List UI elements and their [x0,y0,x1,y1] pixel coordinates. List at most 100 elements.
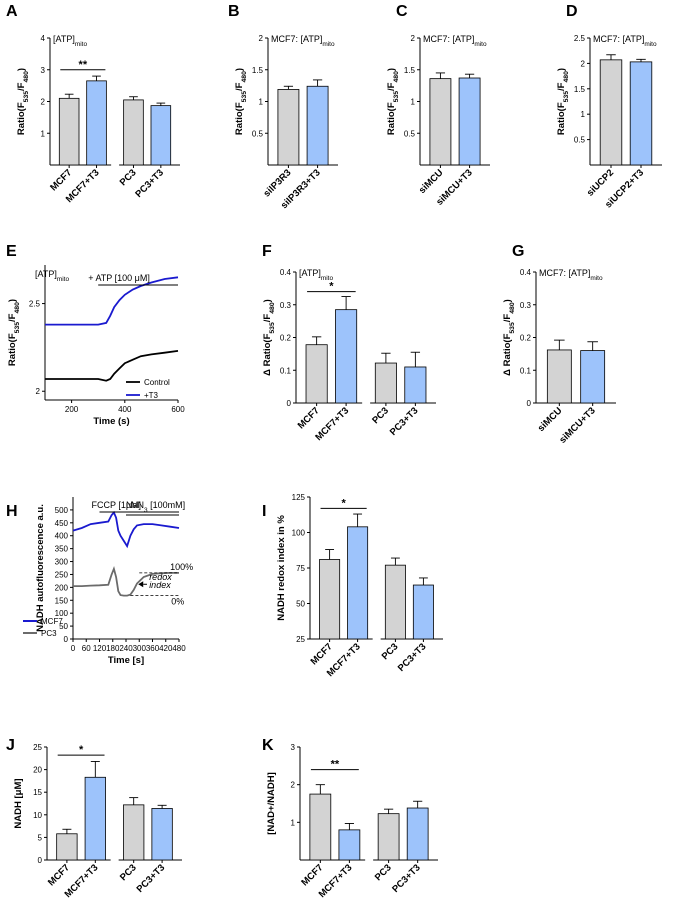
panel-letter: H [6,503,18,520]
bar [377,813,400,861]
y-axis-label: Ratio(F535/F480) [16,68,30,135]
panel-h: H 0 50 100 150 200 250 300 350 400 450 500 0 60 120 180… [6,497,193,666]
x-tick-label: PC3+T3 [135,862,168,895]
label-part: mito [474,41,487,48]
label-part: [ATP] [299,268,321,278]
y-tick-label: 1 [41,129,46,138]
label-part: 480 [509,302,516,314]
y-tick-label: 0 [38,856,43,865]
label-part: ) [7,299,18,302]
label-part: 3 [144,507,148,514]
label-part: 480 [14,302,21,314]
panel-letter: G [512,243,524,260]
bar [629,61,653,166]
label-part: Ratio(F [7,333,18,366]
chart-title: MCF7: [ATP]mito [593,34,657,48]
bar [404,366,427,404]
x-tick-label: 60 [82,644,91,653]
label-part: [ATP] [35,269,57,279]
redox-arrow-head [138,581,144,588]
y-tick-label: 50 [296,600,305,609]
chart-title: MCF7: [ATP]mito [271,34,335,48]
label-part: 480 [269,302,276,314]
bar [123,804,145,861]
series-line-control [45,350,179,382]
bar [347,526,369,640]
y-tick-label: 1.5 [252,66,264,75]
x-tick-label: PC3+T3 [396,641,429,674]
label-part: ) [386,68,397,71]
label-part: /F [262,314,273,323]
label-part: /F [234,82,245,91]
y-tick-label: 2 [41,98,46,107]
y-tick-label: 500 [55,506,69,515]
y-tick-label: 2 [259,34,264,43]
x-tick-label: PC3 [118,167,139,188]
x-tick-label: siMCU [536,405,565,434]
y-axis-label: NADH [μM] [13,778,24,828]
y-tick-label: 1.5 [404,66,416,75]
panel-letter: E [6,243,17,260]
x-tick-label: PC3 [370,405,391,426]
index-label: index [149,580,171,590]
y-axis-label: NADH autofluorescence a.u. [35,504,46,632]
label-part: MCF7: [ATP] [593,34,644,44]
bar [429,78,452,166]
y-tick-label: 2 [411,34,416,43]
bar [86,80,107,166]
bar [458,77,481,166]
label-part: mito [322,41,335,48]
significance-marker: * [329,281,334,293]
panel-letter: K [262,737,274,754]
y-tick-label: 250 [55,570,69,579]
bar [335,309,358,404]
bar [123,99,144,166]
y-axis-label: [NAD+/NADH] [266,772,277,835]
bar [338,829,361,861]
label-part: 535 [14,322,21,334]
label-part: MCF7: [ATP] [539,268,590,278]
chart-title: [ATP]mito [299,268,333,282]
significance-marker: * [341,497,346,509]
label-part: NADH [μM] [13,778,24,828]
y-axis-label: Ratio(F535/F480) [386,68,400,135]
x-tick-label: 120 [93,644,107,653]
y-tick-label: 2.5 [574,34,586,43]
x-tick-label: PC3+T3 [388,405,421,438]
y-tick-label: 4 [41,34,46,43]
label-part: NADH autofluorescence a.u. [35,504,46,632]
y-tick-label: 1 [291,818,296,827]
y-tick-label: 0.5 [404,129,416,138]
x-tick-label: PC3+T3 [133,167,166,200]
y-tick-label: 0.3 [520,301,532,310]
label-part: /F [556,82,567,91]
chart-title: [ATP]mito [35,269,69,283]
bar [374,362,397,404]
y-tick-label: 25 [296,635,305,644]
bar [384,564,406,640]
y-axis-label: Ratio(F535/F480) [556,68,570,135]
label-part: Ratio(F [16,102,27,135]
y-tick-label: 0.3 [280,301,292,310]
panel-letter: F [262,243,272,260]
x-tick-label: MCF7 [309,641,335,667]
label-100: 100% [170,562,193,572]
label-part: NaN [126,500,144,510]
panel-e: E 2 2.5 200 400 600 Time (s) Ratio(F535/F480) [A… [6,243,185,427]
bar [150,105,172,166]
legend-label: Control [144,378,170,387]
y-tick-label: 1.5 [574,85,586,94]
x-tick-label: MCF7 [296,405,322,431]
y-tick-label: 0.2 [520,334,532,343]
y-tick-label: 0 [64,635,69,644]
label-part: /F [7,313,18,322]
y-tick-label: 300 [55,558,69,567]
x-tick-label: MCF7 [46,862,72,888]
label-part: MCF7: [ATP] [271,34,322,44]
x-tick-label: 240 [119,644,133,653]
y-tick-label: 1 [581,110,586,119]
label-part: 535 [563,91,570,103]
